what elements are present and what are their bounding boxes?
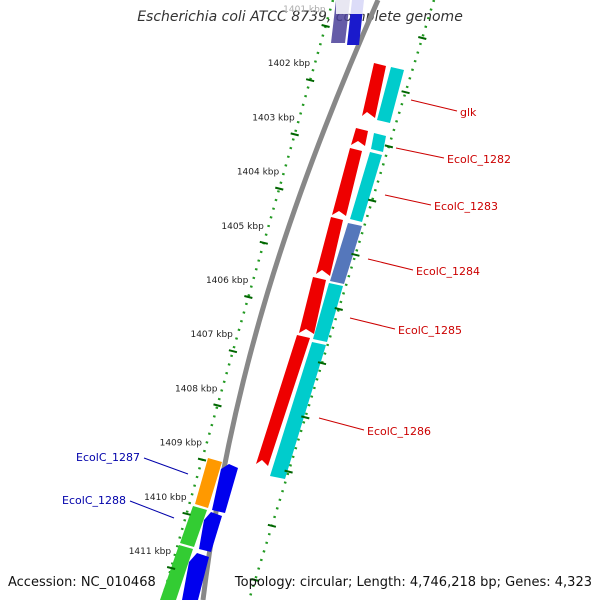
tick-mark [228, 349, 238, 354]
gene-1286-arrow [256, 335, 310, 466]
cds-1282 [371, 133, 386, 152]
leader-1284 [367, 258, 414, 271]
gene-blue-mid [199, 512, 222, 552]
tick-mark [244, 295, 253, 299]
tick-label: 1405 kbp [221, 222, 264, 232]
top-fade [336, 0, 366, 14]
outer-tick-mark [367, 198, 377, 203]
outer-tick-mark [384, 144, 394, 149]
tick-mark [305, 78, 315, 83]
gene-glk-arrow [362, 63, 386, 118]
outer-tick-mark [418, 36, 427, 40]
gene-label-1288: EcolC_1288 [62, 494, 126, 507]
tick-mark [213, 403, 222, 408]
map-title: Escherichia coli ATCC 8739, complete gen… [137, 9, 463, 25]
tick-label: 1401 kbp [283, 5, 326, 15]
gene-1287-orange [195, 458, 222, 508]
gene-1285-arrow [299, 277, 326, 334]
outer-dotted-guide [247, 0, 436, 600]
tick-label: 1404 kbp [237, 168, 280, 178]
outer-tick-mark [401, 90, 410, 95]
tick-mark [275, 186, 284, 191]
genome-backbone [200, 0, 381, 600]
tick-label: 1410 kbp [144, 493, 187, 503]
gene-1288-green [180, 506, 207, 547]
tick-label: 1411 kbp [129, 547, 172, 557]
leader-glk [410, 99, 458, 112]
cds-1284 [330, 223, 362, 284]
leader-1285 [349, 317, 396, 330]
accession-text: Accession: NC_010468 [8, 575, 156, 590]
gene-label-1282: EcolC_1282 [447, 153, 511, 166]
tick-label: 1408 kbp [175, 384, 218, 394]
gene-1283-arrow [332, 148, 362, 216]
leader-1283 [384, 194, 432, 206]
gene-label-1284: EcolC_1284 [416, 265, 480, 278]
cds-glk [377, 67, 404, 123]
gene-label-1285: EcolC_1285 [398, 324, 462, 337]
tick-mark [197, 457, 207, 462]
outer-tick-mark [334, 307, 343, 311]
gene-small-arrow [351, 128, 368, 146]
cds-1283 [350, 152, 382, 222]
gene-blue-lower [182, 553, 209, 600]
cds-1286 [270, 342, 326, 479]
outer-tick-mark [351, 252, 360, 257]
leader-1282 [395, 147, 445, 159]
gene-label-1286: EcolC_1286 [367, 425, 431, 438]
tick-mark [182, 511, 191, 516]
outer-tick-mark [267, 523, 277, 528]
outer-tick-mark [284, 469, 293, 474]
tick-mark [259, 240, 269, 245]
tick-label: 1409 kbp [160, 439, 203, 449]
outer-tick-mark [250, 578, 260, 582]
tick-label: 1403 kbp [252, 113, 295, 123]
tick-group: 1401 kbp 1402 kbp 1403 kbp 1404 kbp 1405 kbp… [129, 5, 427, 582]
leader-1287 [143, 457, 189, 475]
gene-blue-upper [212, 464, 238, 513]
tick-mark [166, 566, 176, 570]
leader-1288 [129, 500, 175, 519]
gene-label-1287: EcolC_1287 [76, 451, 140, 464]
outer-tick-mark [301, 415, 310, 420]
outer-tick-mark [317, 361, 327, 366]
tick-mark [321, 24, 330, 28]
gene-green-lower [160, 545, 193, 600]
tick-mark [290, 132, 299, 137]
cds-1285 [313, 283, 343, 342]
gene-1284-arrow [316, 217, 343, 276]
gene-label-glk: glk [460, 106, 477, 119]
tick-label: 1406 kbp [206, 276, 249, 286]
topology-text: Topology: circular; Length: 4,746,218 bp… [234, 575, 592, 590]
gene-label-1283: EcolC_1283 [434, 200, 498, 213]
tick-label: 1402 kbp [268, 59, 311, 69]
tick-label: 1407 kbp [190, 330, 233, 340]
leader-1286 [318, 417, 365, 431]
